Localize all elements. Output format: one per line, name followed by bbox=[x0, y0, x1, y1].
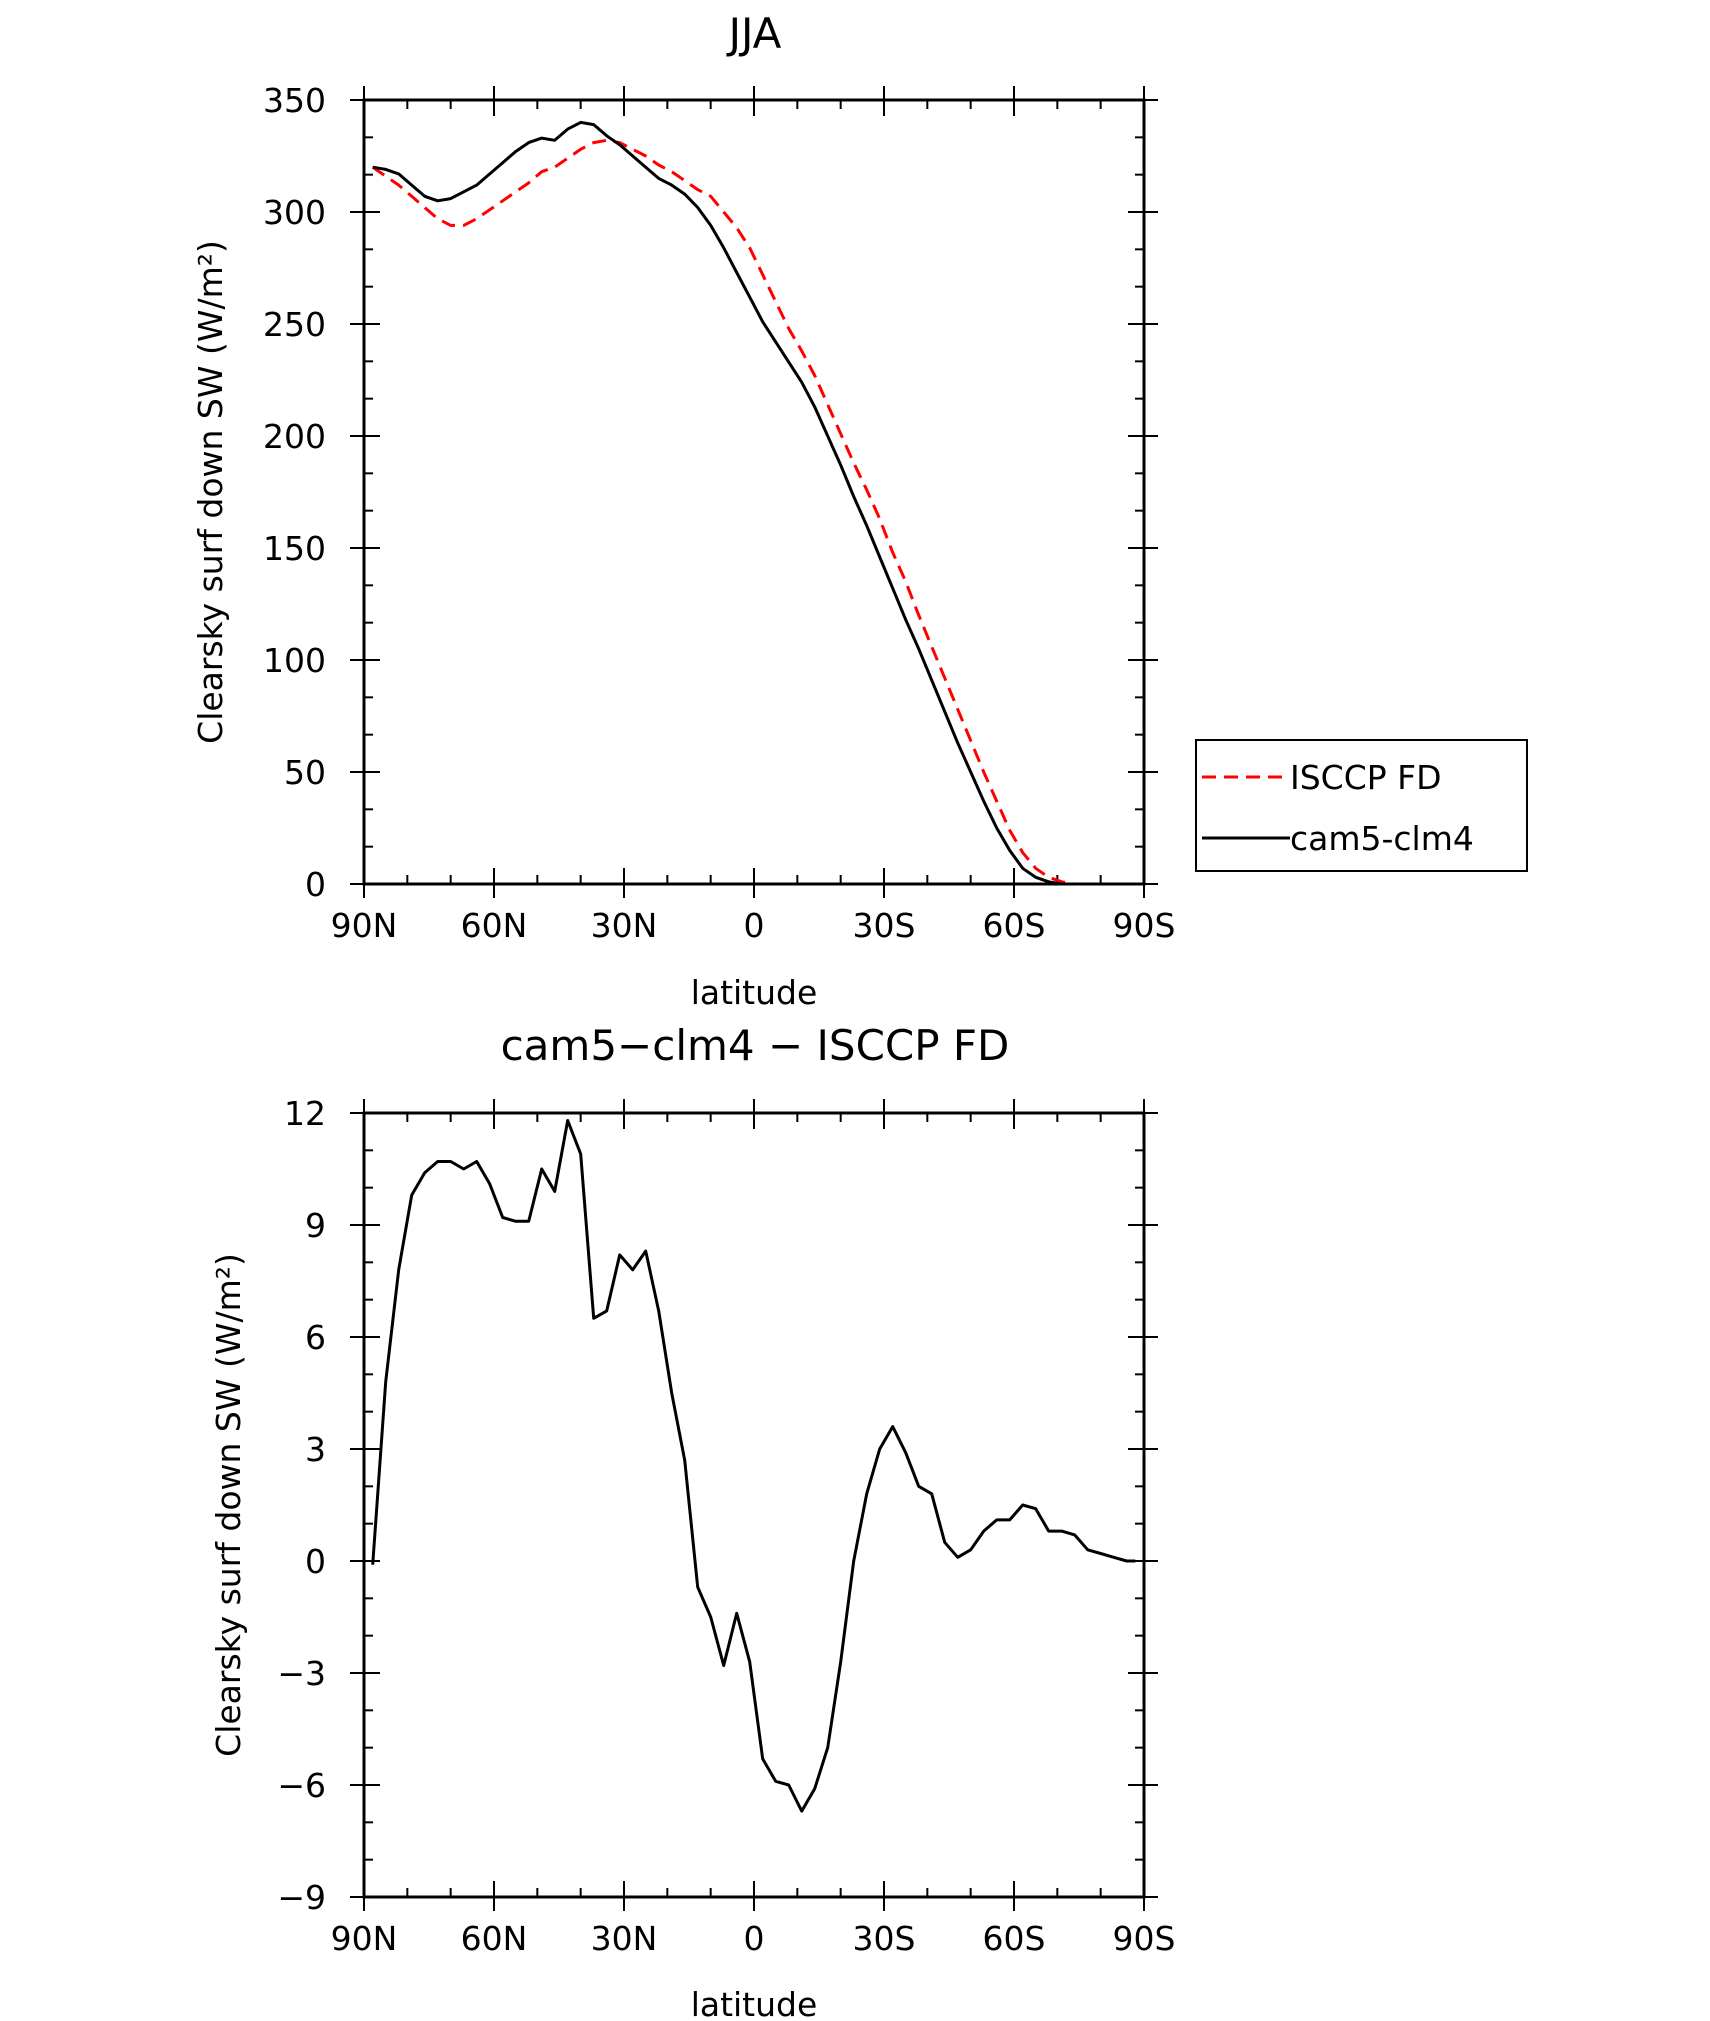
x-axis-title: latitude bbox=[691, 1985, 818, 2021]
difference-line bbox=[371, 1119, 1136, 1813]
series-line-isccp-fd bbox=[371, 138, 1136, 886]
tick-marks bbox=[350, 1099, 1158, 1911]
y-axis-title: Clearsky surf down SW (W/m²) bbox=[209, 1253, 248, 1757]
y-tick-label: −9 bbox=[277, 1878, 326, 1917]
legend-box bbox=[1195, 739, 1528, 872]
y-tick-label: 100 bbox=[263, 641, 326, 680]
y-tick-label: 9 bbox=[305, 1206, 326, 1245]
series-lines bbox=[371, 120, 1136, 886]
y-tick-label: 0 bbox=[305, 1542, 326, 1581]
series-line-cam5-clm4 bbox=[372, 120, 1136, 886]
chart-title: cam5−clm4 − ISCCP FD bbox=[501, 1021, 1010, 1070]
x-tick-label: 60S bbox=[983, 906, 1046, 945]
y-tick-label: 250 bbox=[263, 305, 326, 344]
x-tick-label: 30S bbox=[853, 906, 916, 945]
x-tick-label: 30S bbox=[853, 1919, 916, 1958]
x-tick-label: 60N bbox=[461, 1919, 528, 1958]
y-tick-labels: 0 50 100 150 200 250 300 350 bbox=[263, 81, 326, 904]
y-axis-title: Clearsky surf down SW (W/m²) bbox=[191, 240, 230, 744]
y-tick-label: 300 bbox=[263, 193, 326, 232]
x-tick-label: 90S bbox=[1113, 1919, 1176, 1958]
x-tick-label: 30N bbox=[591, 1919, 658, 1958]
x-tick-labels: 90N 60N 30N 0 30S 60S 90S bbox=[331, 1919, 1176, 1958]
y-tick-label: 6 bbox=[305, 1318, 326, 1357]
x-tick-labels: 90N 60N 30N 0 30S 60S 90S bbox=[331, 906, 1176, 945]
x-tick-label: 60N bbox=[461, 906, 528, 945]
y-tick-label: 12 bbox=[284, 1094, 326, 1133]
x-tick-label: 0 bbox=[744, 1919, 765, 1958]
x-tick-label: 90N bbox=[331, 1919, 398, 1958]
legend: ISCCP FD cam5-clm4 bbox=[1195, 739, 1528, 872]
x-tick-label: 60S bbox=[983, 1919, 1046, 1958]
legend-label-cam5-clm4: cam5-clm4 bbox=[1290, 819, 1474, 858]
tick-marks bbox=[350, 86, 1158, 898]
y-tick-label: 3 bbox=[305, 1430, 326, 1469]
plot-frame bbox=[362, 98, 1146, 886]
y-tick-label: 0 bbox=[305, 865, 326, 904]
x-tick-label: 90S bbox=[1113, 906, 1176, 945]
x-tick-label: 30N bbox=[591, 906, 658, 945]
chart-title: JJA bbox=[726, 9, 782, 58]
y-tick-label: 200 bbox=[263, 417, 326, 456]
y-tick-label: 150 bbox=[263, 529, 326, 568]
legend-label-isccp-fd: ISCCP FD bbox=[1290, 758, 1442, 797]
y-tick-labels: −9 −6 −3 0 3 6 9 12 bbox=[277, 1094, 326, 1917]
x-axis-title: latitude bbox=[691, 973, 818, 1012]
y-tick-label: −6 bbox=[277, 1766, 326, 1805]
series-lines bbox=[371, 1119, 1136, 1813]
x-tick-label: 90N bbox=[331, 906, 398, 945]
y-tick-label: 350 bbox=[263, 81, 326, 120]
y-tick-label: −3 bbox=[277, 1654, 326, 1693]
x-tick-label: 0 bbox=[744, 906, 765, 945]
jja-chart: JJA 0 50 100 150 200 250 300 350 90N 60N 30N 0 30S 6… bbox=[191, 9, 1528, 1012]
difference-chart: cam5−clm4 − ISCCP FD −9 −6 −3 0 3 6 9 12 90N 60N… bbox=[209, 1021, 1175, 2021]
y-tick-label: 50 bbox=[284, 753, 326, 792]
